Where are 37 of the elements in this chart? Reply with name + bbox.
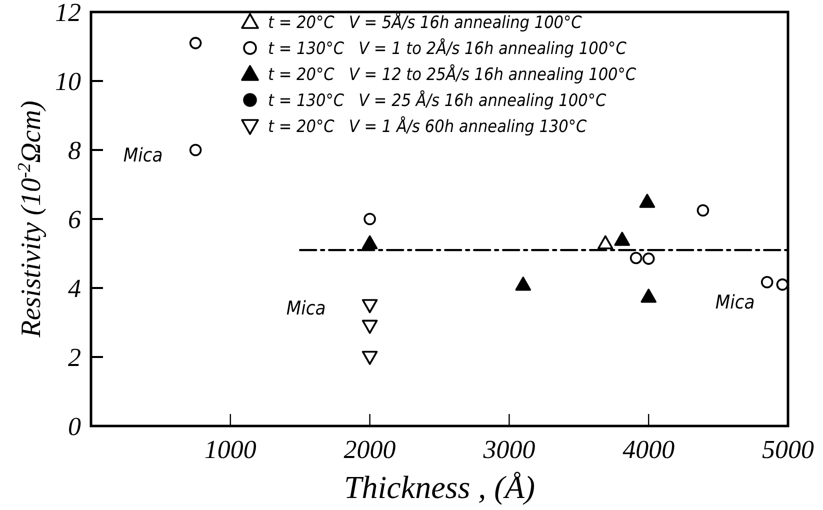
x-axis-title: Thickness , (Å) xyxy=(344,469,536,505)
y-tick-label: 10 xyxy=(55,67,81,96)
y-tick-label: 2 xyxy=(68,343,81,372)
point xyxy=(597,235,614,250)
point xyxy=(189,144,202,156)
point xyxy=(640,288,656,303)
y-tick-label: 12 xyxy=(55,0,81,28)
legend-label: t = 130°C V = 1 to 2Å/s 16h annealing 100°C xyxy=(268,38,627,59)
point xyxy=(362,235,378,250)
point xyxy=(760,276,774,288)
point xyxy=(362,350,378,365)
point xyxy=(515,276,532,291)
point xyxy=(189,36,202,50)
y-tick-label: 6 xyxy=(68,205,81,234)
point xyxy=(630,252,642,264)
y-tick-label: 0 xyxy=(68,412,81,442)
legend-label: t = 130°C V = 25 Å/s 16h annealing 100°C xyxy=(268,90,606,111)
x-tick-label: 5000 xyxy=(762,435,814,464)
point xyxy=(364,212,376,226)
x-tick-label: 1000 xyxy=(204,435,256,464)
point xyxy=(696,204,710,217)
point xyxy=(614,232,630,246)
legend-label: t = 20°C V = 1 Å/s 60h annealing 130°C xyxy=(268,116,588,137)
annotation: Mica xyxy=(286,298,326,320)
point xyxy=(639,194,656,208)
legend-label: t = 20°C V = 12 to 25Å/s 16h annealing 100°C xyxy=(268,64,636,85)
annotation: Mica xyxy=(123,144,163,167)
y-tick-label: 8 xyxy=(68,136,81,166)
legend-label: t = 20°C V = 5Å/s 16h annealing 100°C xyxy=(268,12,582,33)
point xyxy=(362,299,378,314)
x-tick-label: 3000 xyxy=(482,435,536,464)
x-tick-label: 4000 xyxy=(622,435,675,464)
x-tick-label: 2000 xyxy=(344,435,396,464)
y-tick-label: 4 xyxy=(68,274,81,304)
point xyxy=(642,252,655,265)
point xyxy=(362,320,378,334)
annotation: Mica xyxy=(715,292,755,314)
